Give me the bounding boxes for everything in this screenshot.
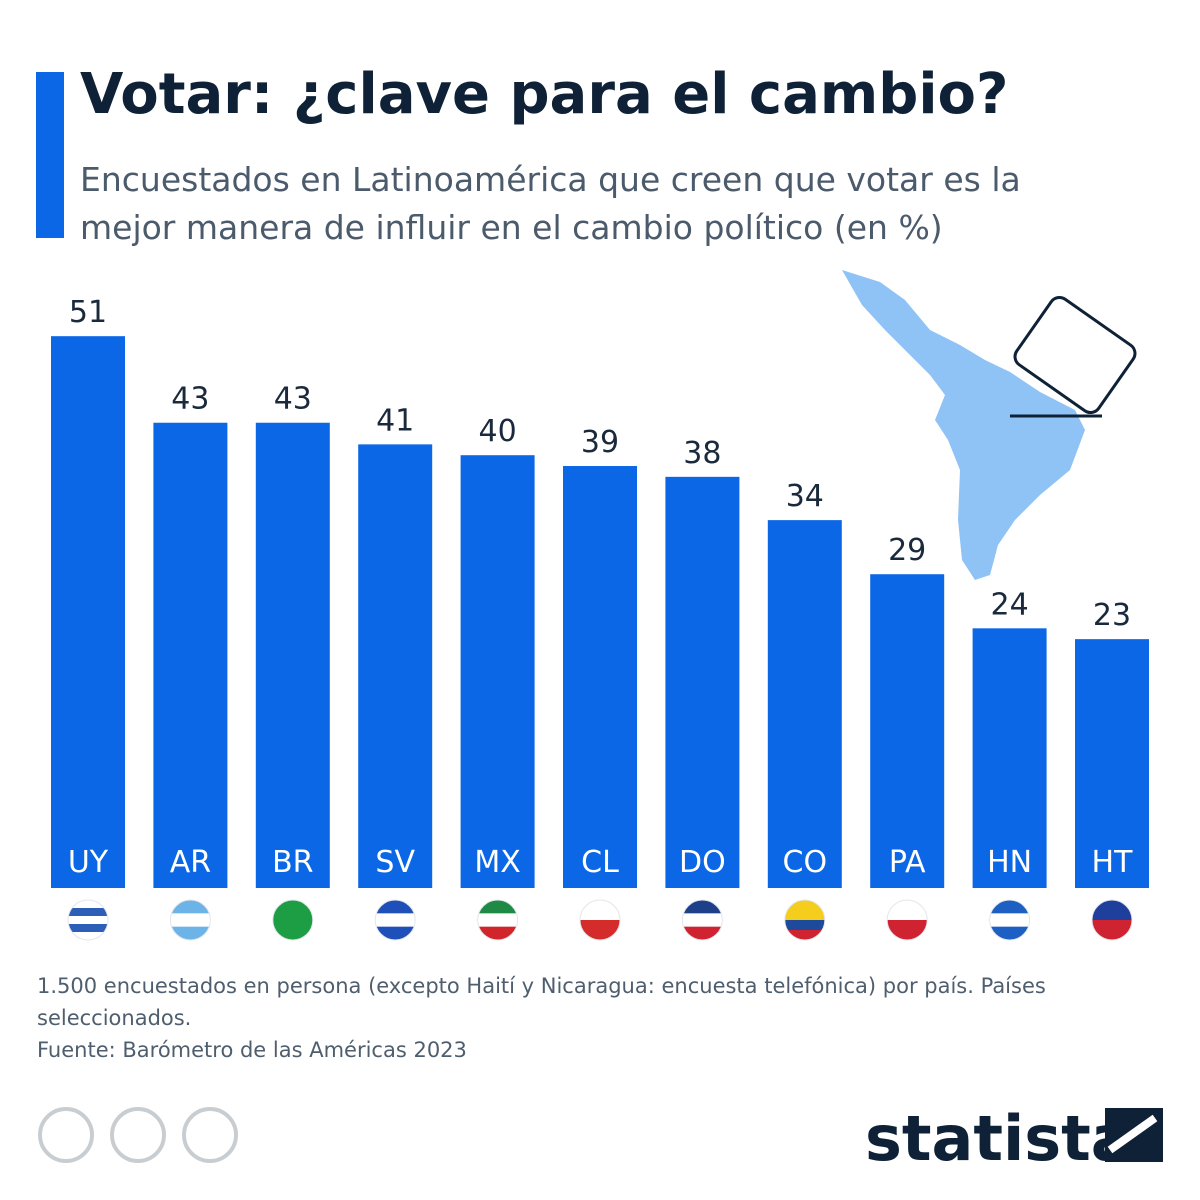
bar <box>1075 639 1149 888</box>
flag-stripe <box>989 926 1030 940</box>
flag-stripe <box>170 926 211 940</box>
bar <box>972 628 1047 888</box>
flag-stripe <box>68 908 108 917</box>
chart-title: Votar: ¿clave para el cambio? <box>80 62 1009 127</box>
flag-outline <box>1091 899 1133 941</box>
bar <box>358 444 433 888</box>
flag-outline <box>579 899 621 941</box>
flag-outline <box>681 899 723 941</box>
category-label: MX <box>474 845 520 880</box>
flag-stripe <box>887 900 928 921</box>
value-label: 40 <box>479 414 517 449</box>
license-icons <box>38 1107 238 1163</box>
flag-stripe <box>68 924 108 933</box>
flag-stripe <box>170 913 211 928</box>
value-label: 23 <box>1093 598 1131 633</box>
flag-stripe <box>682 900 723 914</box>
flag-stripe <box>784 920 825 931</box>
chart-subtitle: Encuestados en Latinoamérica que creen q… <box>80 160 1021 247</box>
bar <box>255 422 330 888</box>
flag-stripe <box>580 900 620 921</box>
source: Fuente: Barómetro de las Américas 2023 <box>37 1038 467 1062</box>
value-label: 38 <box>683 436 721 471</box>
map-illustration <box>842 270 1137 580</box>
value-label: 43 <box>171 382 209 417</box>
value-label: 24 <box>991 587 1029 622</box>
flag-stripe <box>989 900 1030 914</box>
value-label: 43 <box>274 382 312 417</box>
flag-outline <box>169 899 211 941</box>
flag-stripe <box>477 913 518 928</box>
category-label: PA <box>889 845 926 880</box>
category-label: HN <box>987 845 1032 880</box>
flag-stripe <box>272 900 313 940</box>
category-label: AR <box>170 845 211 880</box>
flag-stripe <box>682 926 723 940</box>
category-label: CO <box>783 845 828 880</box>
category-label: DO <box>679 845 726 880</box>
bar <box>460 455 535 888</box>
flag-outline <box>272 899 314 941</box>
flag-stripe <box>682 913 723 928</box>
flag-stripe <box>477 900 518 914</box>
bar <box>767 520 842 888</box>
accent-bar <box>36 72 64 238</box>
category-label: SV <box>375 845 415 880</box>
flag-stripe <box>375 913 416 928</box>
brand-logo: statista <box>865 1102 1133 1175</box>
flag-stripe <box>580 920 620 940</box>
flag-stripe <box>887 920 928 940</box>
value-label: 51 <box>69 295 107 330</box>
category-label: UY <box>68 845 109 880</box>
flag-outline <box>784 899 826 941</box>
flag-stripe <box>989 913 1030 928</box>
flag-stripe <box>375 926 416 940</box>
bar <box>51 336 125 888</box>
footnote: 1.500 encuestados en persona (excepto Ha… <box>37 974 1046 1030</box>
bar <box>563 466 637 888</box>
flag-stripe <box>784 930 825 940</box>
flag-stripe <box>68 900 108 909</box>
flag-stripe <box>68 916 108 925</box>
bar <box>870 574 945 888</box>
flag-outline <box>374 899 416 941</box>
brand-mark <box>1105 1108 1163 1162</box>
flag-stripe <box>1092 920 1132 940</box>
flags <box>67 899 1133 941</box>
category-label: BR <box>272 845 313 880</box>
value-label: 41 <box>376 403 414 438</box>
value-label: 39 <box>581 425 619 460</box>
category-label: HT <box>1092 845 1134 880</box>
flag-outline <box>67 899 109 941</box>
flag-outline <box>477 899 519 941</box>
flag-stripe <box>1092 900 1132 921</box>
bar <box>665 476 740 888</box>
value-label: 34 <box>786 479 824 514</box>
flag-stripe <box>68 932 108 940</box>
flag-outline <box>886 899 928 941</box>
flag-stripe <box>375 900 416 914</box>
flag-stripe <box>170 900 211 914</box>
value-label: 29 <box>888 533 926 568</box>
category-label: CL <box>581 845 619 880</box>
flag-stripe <box>784 910 825 921</box>
flag-outline <box>989 899 1031 941</box>
bar <box>153 422 228 888</box>
flag-stripe <box>477 926 518 940</box>
flag-stripe <box>784 900 825 911</box>
